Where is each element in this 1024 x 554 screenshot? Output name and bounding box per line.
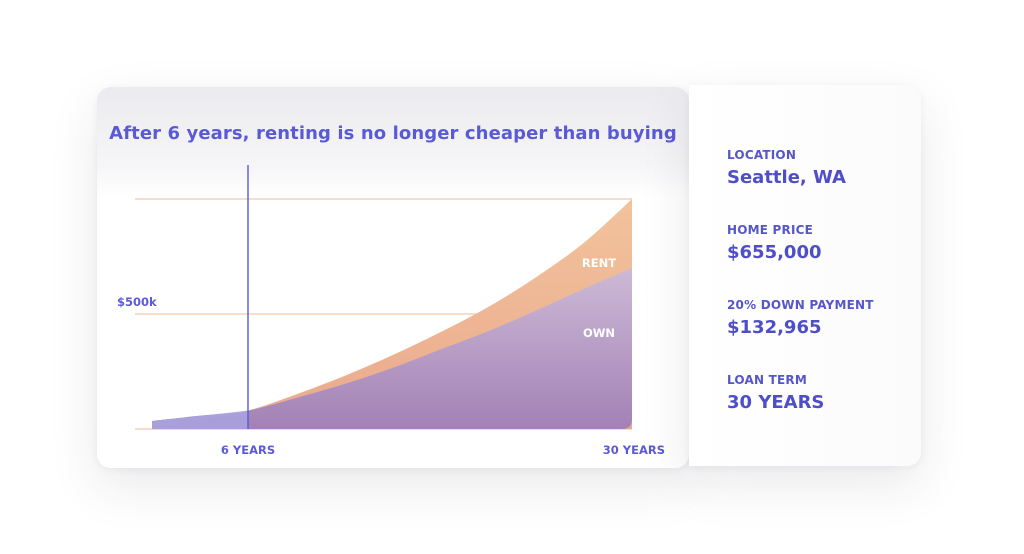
chart-title: After 6 years, renting is no longer chea… <box>109 123 677 144</box>
info-location-label: LOCATION <box>727 148 797 162</box>
info-down-payment: 20% DOWN PAYMENT $132,965 <box>727 298 874 338</box>
series-label-rent: RENT <box>582 256 616 270</box>
x-tick-label: 30 YEARS <box>603 443 665 457</box>
info-home-price-label: HOME PRICE <box>727 223 814 237</box>
info-card: LOCATION Seattle, WA HOME PRICE $655,000… <box>689 85 921 466</box>
info-home-price: HOME PRICE $655,000 <box>727 223 822 263</box>
series-label-own: OWN <box>583 326 615 340</box>
info-home-price-value: $655,000 <box>727 242 822 263</box>
info-down-payment-label: 20% DOWN PAYMENT <box>727 298 874 312</box>
x-tick-label: 6 YEARS <box>221 443 275 457</box>
info-loan-term: LOAN TERM 30 YEARS <box>727 373 824 413</box>
info-loan-term-label: LOAN TERM <box>727 373 807 387</box>
chart-svg: RENT OWN $500k 6 YEARS 30 YEARS <box>97 165 689 468</box>
series-area-own-early <box>152 410 248 429</box>
series-area-own <box>152 268 632 429</box>
info-location: LOCATION Seattle, WA <box>727 148 846 188</box>
y-tick-label: $500k <box>117 295 157 309</box>
chart-card: After 6 years, renting is no longer chea… <box>97 87 689 468</box>
info-location-value: Seattle, WA <box>727 167 846 188</box>
info-down-payment-value: $132,965 <box>727 317 822 338</box>
info-loan-term-value: 30 YEARS <box>727 392 825 413</box>
